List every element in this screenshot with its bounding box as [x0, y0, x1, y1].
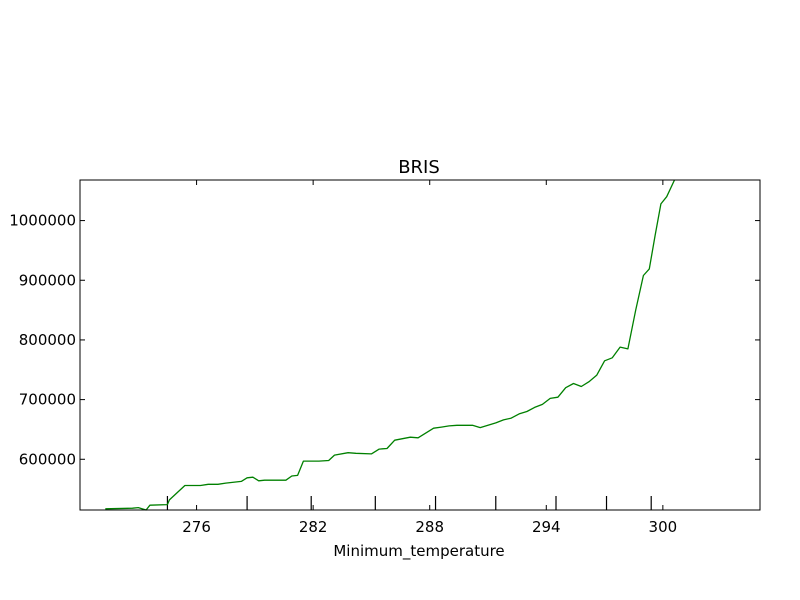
y-tick-label-3: 900000: [19, 271, 76, 289]
series-line-0: [105, 179, 676, 511]
x-axis-ticks: 276 282 288 294 300: [182, 180, 677, 536]
y-axis-ticks: 600000 700000 800000 900000 1000000: [9, 212, 760, 468]
rug-ticks: [166, 496, 652, 510]
x-axis-label: Minimum_temperature: [333, 542, 504, 561]
x-tick-label-4: 300: [649, 518, 678, 536]
series-layer: [105, 179, 676, 511]
x-tick-label-2: 288: [415, 518, 444, 536]
y-tick-label-4: 1000000: [9, 212, 76, 230]
chart-title: BRIS: [398, 157, 440, 178]
y-tick-label-1: 700000: [19, 391, 76, 409]
x-tick-label-0: 276: [182, 518, 211, 536]
y-tick-label-0: 600000: [19, 450, 76, 468]
plot-frame: [79, 179, 761, 511]
x-tick-label-3: 294: [532, 518, 561, 536]
x-tick-label-1: 282: [299, 518, 328, 536]
plot-area: [80, 180, 760, 510]
y-tick-label-2: 800000: [19, 331, 76, 349]
